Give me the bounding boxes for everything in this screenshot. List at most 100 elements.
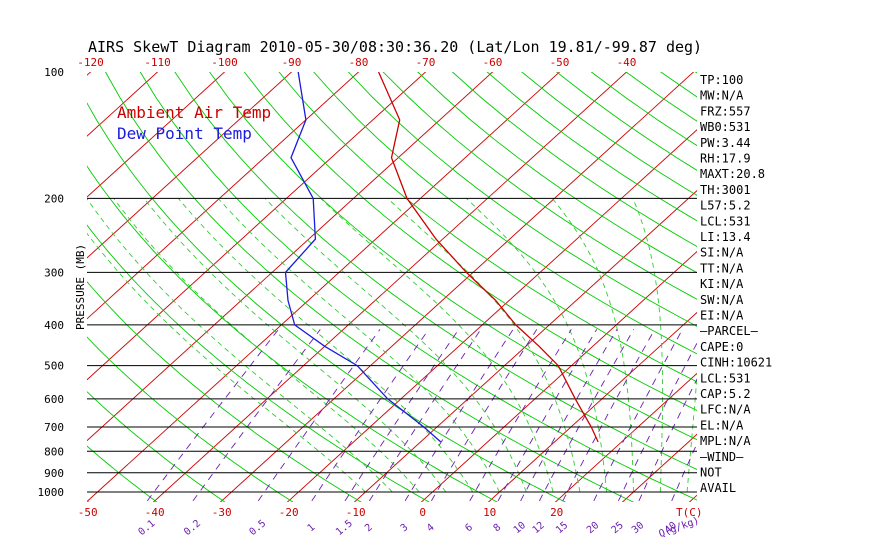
bottom-temp-tick-label: -30 [212, 506, 232, 519]
pressure-tick-label: 300 [44, 266, 64, 279]
isotherm-line [739, 31, 870, 517]
stability-index: LCL:531 [700, 214, 751, 228]
stability-index: KI:N/A [700, 277, 744, 291]
mixing-ratio-tick-label: 3 [399, 522, 411, 534]
dry-adiabat-line [87, 165, 499, 502]
sounding-series [284, 72, 599, 443]
mixing-ratio-line [520, 329, 618, 502]
moist-adiabat-line [264, 198, 527, 493]
isotherm-line [286, 129, 697, 502]
mixing-ratio-tick-label: 10 [512, 520, 528, 536]
stability-index: CAP:5.2 [700, 387, 751, 401]
legend-ambient-air-temp: Ambient Air Temp [117, 103, 271, 122]
stability-index: LFC:N/A [700, 403, 751, 417]
stability-index: CAPE:0 [700, 340, 743, 354]
isotherm-line [87, 72, 427, 381]
pressure-tick-label: 1000 [38, 486, 65, 499]
pressure-tick-label: 600 [44, 393, 64, 406]
mixing-ratio-line [497, 329, 598, 502]
isotherm-line [219, 72, 695, 502]
stability-index: SW:N/A [700, 293, 744, 307]
pressure-tick-label: 500 [44, 360, 64, 373]
mixing-ratio-tick-label: 30 [630, 520, 646, 536]
top-temp-tick-label: -90 [282, 56, 302, 69]
mixing-ratio-line [469, 329, 572, 502]
mixing-ratio-tick-label: 6 [463, 522, 475, 534]
mixing-ratio-line [192, 329, 321, 502]
top-temp-tick-label: -80 [349, 56, 369, 69]
mixing-ratio-tick-label: 2 [363, 522, 375, 534]
pressure-tick-label: 400 [44, 319, 64, 332]
bottom-temp-tick-label: 20 [550, 506, 563, 519]
dry-adiabat-line [313, 72, 697, 355]
mixing-ratio-tick-label: 8 [492, 522, 504, 534]
mixing-ratio-line [146, 329, 279, 502]
isotherm-line [420, 250, 697, 502]
mixing-ratio-line [311, 329, 430, 502]
mixing-ratio-line [369, 329, 482, 502]
y-axis-label: PRESSURE (MB) [74, 244, 87, 330]
stability-index: WB0:531 [700, 120, 751, 134]
stability-index: CINH:10621 [700, 356, 772, 370]
mixing-ratio-line [617, 342, 697, 502]
bottom-temp-unit-label: T(C) [676, 506, 703, 519]
legend-dew-point-temp: Dew Point Temp [117, 124, 252, 143]
mixing-ratio-lines [146, 329, 697, 502]
stability-index: —PARCEL— [700, 324, 759, 338]
moist-adiabat-line [178, 198, 474, 493]
mixing-ratio-tick-label: 1 [306, 522, 318, 534]
dry-adiabat-line [104, 72, 635, 502]
stability-index: MW:N/A [700, 89, 744, 103]
stability-index: TH:3001 [700, 183, 751, 197]
top-temp-tick-label: -120 [77, 56, 104, 69]
stability-index: L57:5.2 [700, 199, 751, 213]
stability-index: NOT [700, 466, 722, 480]
stability-index: EL:N/A [700, 418, 744, 432]
isotherm-line [621, 433, 697, 502]
top-temp-tick-label: -110 [144, 56, 171, 69]
stability-index: TP:100 [700, 73, 743, 87]
chart-title: AIRS SkewT Diagram 2010-05-30/08:30:36.2… [88, 38, 702, 56]
dry-adiabats [0, 42, 697, 517]
bottom-temp-tick-label: 10 [483, 506, 496, 519]
dry-adiabat-line [417, 72, 697, 274]
isotherm-line [487, 311, 697, 502]
mixing-ratio-line [257, 329, 381, 502]
stability-index: AVAIL [700, 481, 736, 495]
isotherm-line [87, 72, 293, 259]
stability-index: LI:13.4 [700, 230, 751, 244]
stability-index: TT:N/A [700, 261, 744, 275]
dry-adiabat-line [87, 281, 362, 502]
isotherm-line [87, 72, 226, 198]
stability-index: LCL:531 [700, 371, 751, 385]
mixing-ratio-tick-label: 4 [425, 522, 437, 534]
dry-adiabat-line [87, 336, 294, 502]
top-temp-tick-label: -50 [550, 56, 570, 69]
isobars [87, 197, 697, 493]
mixing-ratio-tick-label: 20 [585, 520, 601, 536]
moist-adiabat-line [217, 198, 500, 493]
dew-point-temp-line [284, 72, 442, 443]
stability-index: MPL:N/A [700, 434, 751, 448]
pressure-tick-label: 800 [44, 445, 64, 458]
dry-adiabat-line [0, 42, 39, 517]
pressure-tick-label: 100 [44, 66, 64, 79]
dry-adiabat-line [382, 72, 697, 300]
mixing-ratio-tick-label: 1.5 [334, 518, 355, 538]
top-temp-tick-label: -70 [416, 56, 436, 69]
stability-index: —WIND— [700, 450, 744, 464]
dry-adiabat-line [243, 72, 697, 412]
mixing-ratio-tick-label: 15 [554, 520, 570, 536]
bottom-temp-tick-label: 0 [419, 506, 426, 519]
stability-index: PW:3.44 [700, 136, 751, 150]
mixing-ratio-line [344, 329, 460, 502]
mixing-ratio-tick-label: 25 [610, 520, 626, 536]
isotherm-line [554, 372, 697, 502]
stability-index: RH:17.9 [700, 152, 751, 166]
dry-adiabat-line [209, 72, 697, 441]
dry-adiabat-line [139, 72, 697, 501]
bottom-temp-tick-label: -40 [145, 506, 165, 519]
pressure-tick-label: 900 [44, 467, 64, 480]
isotherm-line [806, 31, 870, 517]
